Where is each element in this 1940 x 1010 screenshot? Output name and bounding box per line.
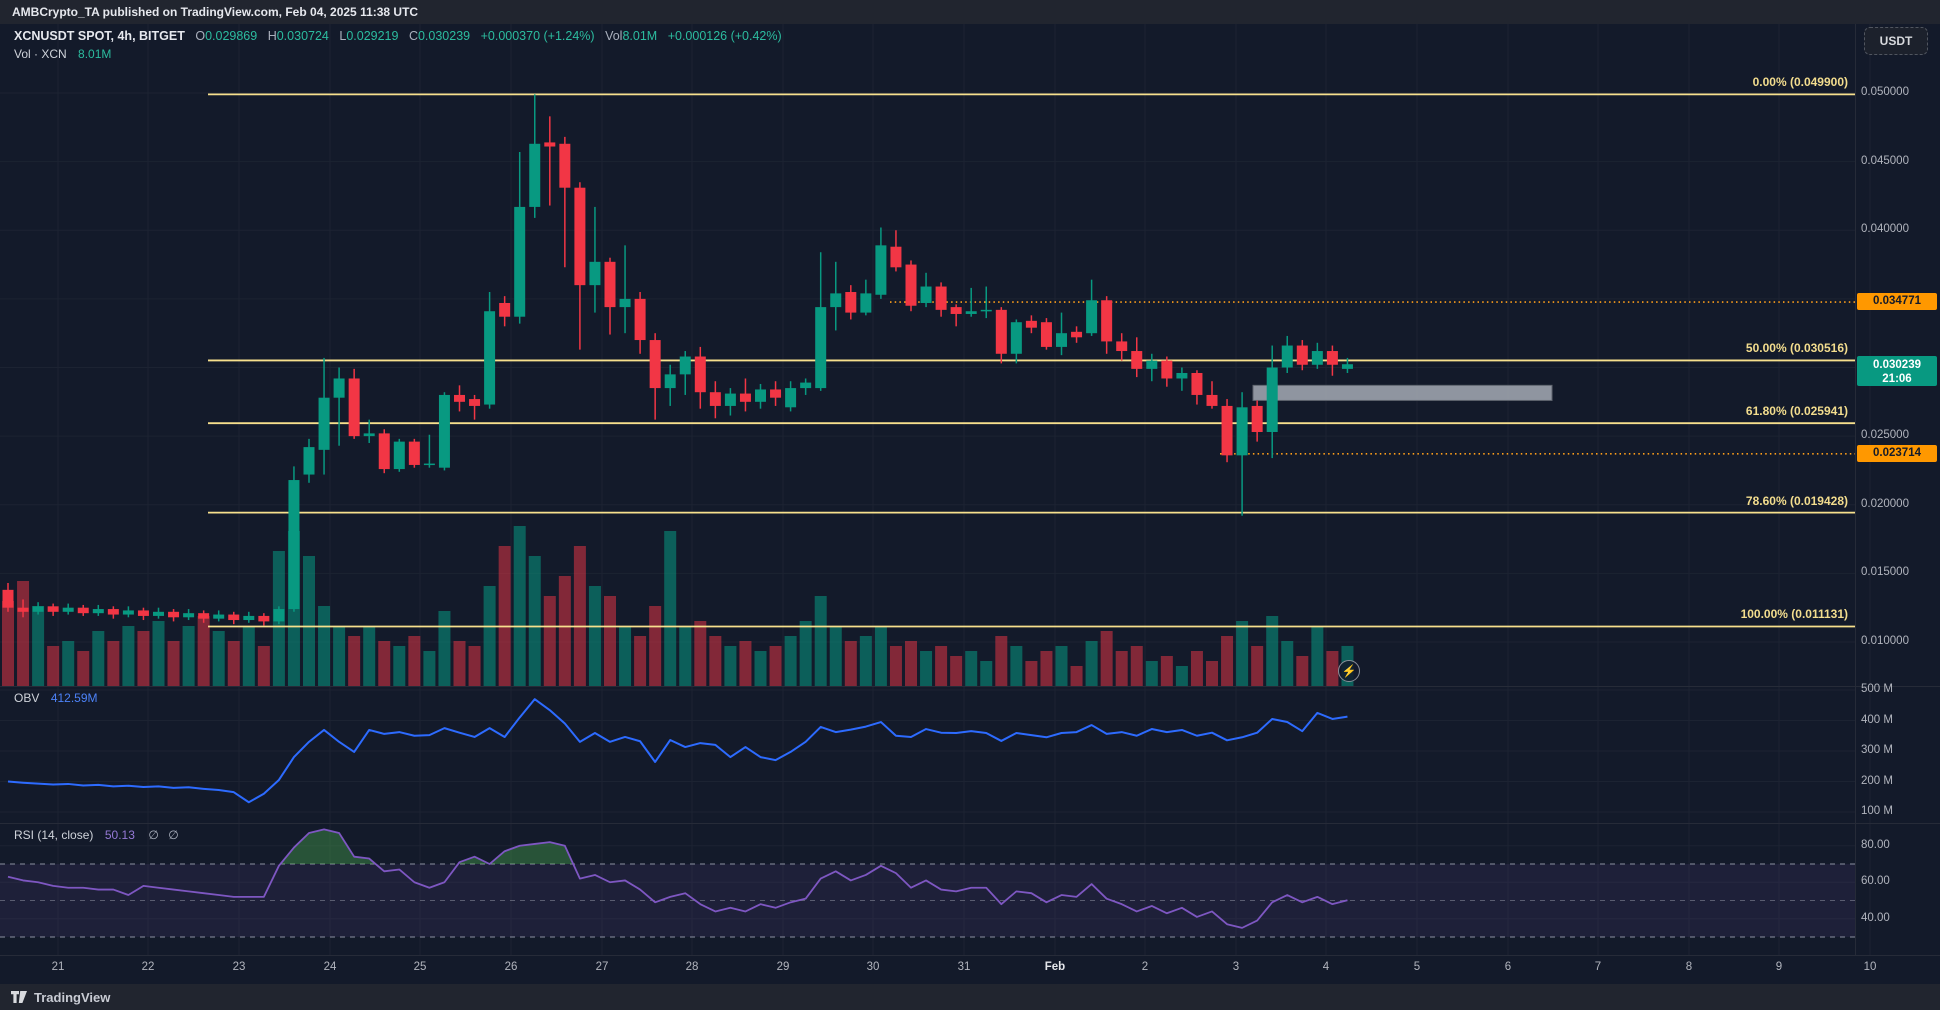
- volume-legend-label: Vol · XCN: [14, 47, 67, 61]
- instant-trade-button[interactable]: ⚡: [1338, 660, 1360, 682]
- obv-indicator-legend[interactable]: OBV 412.59M: [14, 691, 98, 705]
- time-axis-label: 29: [776, 961, 790, 973]
- pane-separator[interactable]: [0, 823, 1940, 824]
- last-price-badge: 0.030239 21:06: [1857, 356, 1937, 387]
- rsi-null-icon: ∅: [148, 828, 159, 842]
- time-axis-label: 22: [141, 961, 155, 973]
- time-axis-label: 31: [957, 961, 971, 973]
- fib-level-label: 0.00% (0.049900): [1752, 75, 1848, 90]
- time-axis-label: 2: [1141, 961, 1149, 973]
- publisher-text: AMBCrypto_TA published on TradingView.co…: [12, 5, 419, 19]
- time-axis-label: 26: [504, 961, 518, 973]
- tradingview-logo-text[interactable]: TradingView: [34, 989, 111, 1005]
- rsi-tick-label: 40.00: [1861, 911, 1890, 924]
- rsi-label: RSI (14, close): [14, 828, 94, 842]
- time-axis-label: 25: [413, 961, 427, 973]
- currency-toggle-label: USDT: [1879, 34, 1913, 48]
- time-axis-label: 30: [866, 961, 880, 973]
- obv-label: OBV: [14, 691, 40, 705]
- vol-key: Vol: [605, 29, 623, 43]
- open-key: O: [195, 29, 206, 43]
- close-key: C: [408, 29, 418, 43]
- fib-level-label: 50.00% (0.030516): [1745, 341, 1848, 356]
- time-axis-label: 7: [1594, 961, 1602, 973]
- fib-level-label: 78.60% (0.019428): [1745, 493, 1848, 508]
- symbol-header[interactable]: XCNUSDT SPOT, 4h, BITGET O0.029869 H0.03…: [14, 29, 782, 43]
- time-axis-label: 27: [595, 961, 609, 973]
- high-value: 0.030724: [276, 29, 329, 43]
- rsi-tick-label: 60.00: [1861, 875, 1890, 888]
- price-change: +0.000370 (+1.24%): [480, 29, 595, 43]
- low-key: L: [339, 29, 347, 43]
- alert-price-badge: 0.023714: [1857, 444, 1937, 462]
- price-tick-label: 0.050000: [1861, 86, 1909, 98]
- price-tick-label: 0.045000: [1861, 154, 1909, 167]
- price-tick-label: 0.025000: [1861, 429, 1909, 442]
- alert-price-badge: 0.034771: [1857, 293, 1937, 311]
- open-value: 0.029869: [205, 29, 258, 43]
- price-tick-label: 0.020000: [1861, 497, 1909, 510]
- time-axis-label: 6: [1504, 961, 1512, 973]
- vol-value: 8.01M: [622, 29, 658, 43]
- currency-toggle-button[interactable]: USDT: [1864, 27, 1928, 55]
- time-axis-label: 5: [1413, 961, 1421, 973]
- obv-tick-label: 400 M: [1861, 713, 1893, 726]
- lightning-icon: ⚡: [1341, 664, 1357, 678]
- volume-indicator-legend[interactable]: Vol · XCN 8.01M: [14, 47, 111, 61]
- rsi-indicator-legend[interactable]: RSI (14, close) 50.13 ∅ ∅: [14, 828, 179, 842]
- rsi-null-icon: ∅: [168, 828, 179, 842]
- time-axis-label: 23: [232, 961, 246, 973]
- publisher-bar: AMBCrypto_TA published on TradingView.co…: [0, 0, 1940, 24]
- time-axis-label: 4: [1322, 961, 1330, 973]
- fib-level-label: 61.80% (0.025941): [1745, 404, 1848, 419]
- obv-tick-label: 300 M: [1861, 744, 1893, 756]
- rsi-value: 50.13: [104, 828, 135, 842]
- price-tick-label: 0.010000: [1861, 635, 1909, 647]
- time-axis-label: 21: [51, 961, 65, 973]
- time-axis-label: 10: [1863, 961, 1877, 973]
- rsi-tick-label: 80.00: [1861, 838, 1890, 851]
- vol-change: +0.000126 (+0.42%): [667, 29, 782, 43]
- tradingview-logo-icon[interactable]: [10, 989, 28, 1005]
- price-tick-label: 0.015000: [1861, 566, 1909, 579]
- time-axis-label: Feb: [1044, 961, 1066, 973]
- price-tick-label: 0.040000: [1861, 223, 1909, 236]
- volume-legend-value: 8.01M: [78, 47, 112, 61]
- time-axis-label: 28: [685, 961, 699, 973]
- high-key: H: [267, 29, 277, 43]
- price-scale-separator: [1855, 24, 1856, 955]
- time-axis-separator: [0, 955, 1940, 956]
- low-value: 0.029219: [346, 29, 399, 43]
- obv-tick-label: 100 M: [1861, 805, 1893, 817]
- time-axis-label: 9: [1775, 961, 1783, 973]
- close-value: 0.030239: [417, 29, 471, 43]
- footer-bar: TradingView: [0, 984, 1940, 1010]
- obv-tick-label: 500 M: [1861, 683, 1893, 695]
- time-axis-label: 8: [1685, 961, 1693, 973]
- pane-separator[interactable]: [0, 686, 1940, 687]
- obv-value: 412.59M: [50, 691, 98, 705]
- symbol-title[interactable]: XCNUSDT SPOT, 4h, BITGET: [14, 29, 185, 43]
- fib-level-label: 100.00% (0.011131): [1740, 607, 1848, 622]
- obv-tick-label: 200 M: [1861, 774, 1893, 787]
- time-axis-label: 3: [1232, 961, 1240, 973]
- time-axis-label: 24: [323, 961, 337, 973]
